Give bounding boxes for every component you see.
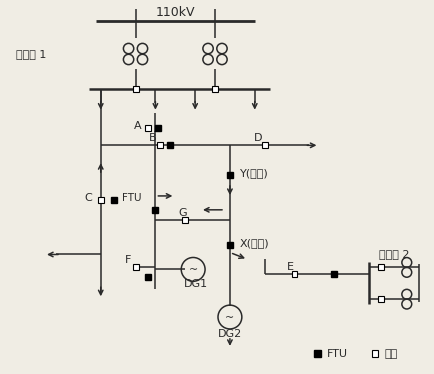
Bar xyxy=(157,142,163,148)
Text: ~: ~ xyxy=(225,313,234,323)
Bar xyxy=(152,207,158,213)
Bar xyxy=(377,296,383,302)
Text: 110kV: 110kV xyxy=(155,6,194,19)
Text: E: E xyxy=(286,263,293,272)
Text: DG2: DG2 xyxy=(217,329,241,339)
Text: B: B xyxy=(148,134,156,143)
Text: C: C xyxy=(84,193,92,203)
Bar xyxy=(227,242,232,248)
Bar xyxy=(132,86,138,92)
Bar xyxy=(155,125,161,131)
Text: F: F xyxy=(124,255,131,266)
Text: A: A xyxy=(133,122,141,131)
Bar xyxy=(211,86,217,92)
Bar xyxy=(145,275,151,280)
Bar xyxy=(145,125,151,131)
Bar xyxy=(261,142,267,148)
Text: D: D xyxy=(253,134,261,143)
Bar xyxy=(98,197,103,203)
Text: 变电站 1: 变电站 1 xyxy=(16,49,46,59)
Bar xyxy=(110,197,116,203)
Bar xyxy=(182,217,188,223)
Text: FTU: FTU xyxy=(326,349,348,359)
Bar xyxy=(132,264,138,270)
Text: FTU: FTU xyxy=(122,193,141,203)
Text: DG1: DG1 xyxy=(184,279,208,289)
Text: ~: ~ xyxy=(188,266,197,275)
Text: 变电站 2: 变电站 2 xyxy=(378,249,408,260)
Bar xyxy=(227,172,232,178)
Bar xyxy=(313,350,320,357)
Text: G: G xyxy=(178,208,186,218)
Bar xyxy=(291,272,297,278)
Text: Y(常闭): Y(常闭) xyxy=(239,168,268,178)
Text: X(常开): X(常开) xyxy=(239,237,269,248)
Text: 开关: 开关 xyxy=(384,349,397,359)
Bar xyxy=(371,350,378,357)
Bar xyxy=(167,142,173,148)
Bar xyxy=(377,264,383,270)
Bar xyxy=(331,272,336,278)
